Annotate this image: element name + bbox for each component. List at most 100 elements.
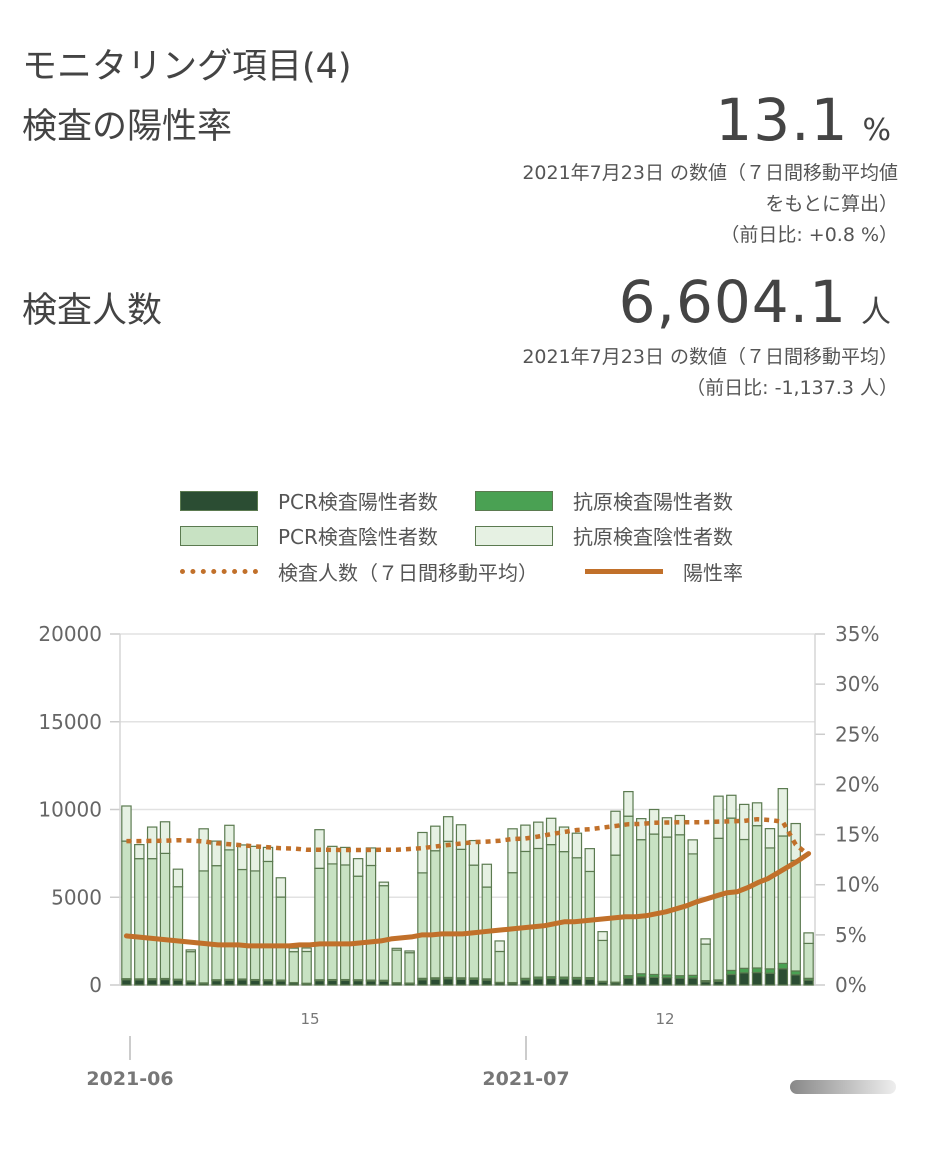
test-count-note-line: 2021年7月23日 の数値（７日間移動平均） xyxy=(522,346,898,368)
bar-segment xyxy=(314,980,325,986)
y-right-tick-label: 25% xyxy=(835,722,879,746)
bar-segment xyxy=(777,962,789,970)
positive-rate-unit: % xyxy=(862,113,892,148)
bar-segment xyxy=(777,968,789,986)
legend-item-pcr-positive[interactable]: PCR検査陽性者数 xyxy=(180,486,438,515)
bar-segment xyxy=(275,980,287,986)
bar-segment xyxy=(185,951,197,982)
bar-segment xyxy=(134,858,145,980)
bar-segment xyxy=(738,838,750,969)
bar-segment xyxy=(262,860,274,981)
y-left-tick-label: 10000 xyxy=(38,798,102,822)
bar-segment xyxy=(198,828,209,872)
y-right-tick-label: 0% xyxy=(835,973,867,997)
bar-segment xyxy=(751,971,763,986)
bar-segment xyxy=(455,978,467,986)
bar-segment xyxy=(623,815,634,977)
x-day-tick-label: 15 xyxy=(300,1010,319,1028)
bar-segment xyxy=(275,896,287,981)
bar-segment xyxy=(314,867,325,981)
bar-segment xyxy=(597,931,608,942)
bar-segment xyxy=(584,870,596,979)
legend-item-positive-rate[interactable]: 陽性率 xyxy=(585,557,743,586)
legend-label: 検査人数（７日間移動平均） xyxy=(278,561,538,585)
bar-segment xyxy=(121,840,132,980)
bar-segment xyxy=(442,978,454,986)
x-day-tick-label: 12 xyxy=(655,1010,674,1028)
bar-segment xyxy=(185,949,197,953)
positive-rate-label: 検査の陽性率 xyxy=(22,107,233,147)
bar-segment xyxy=(417,831,428,874)
bar-segment xyxy=(211,865,222,981)
bar-segment xyxy=(159,821,171,854)
positive-rate-note-line: をもとに算出） xyxy=(765,193,898,215)
bar-segment xyxy=(648,833,660,976)
legend-swatch xyxy=(475,490,553,511)
bar-segment xyxy=(803,932,814,945)
bar-segment xyxy=(726,973,737,986)
test-count-number: 6,604.1 xyxy=(618,268,847,336)
bar-segment xyxy=(558,851,570,978)
bar-segment xyxy=(777,835,789,965)
legend-label: 抗原検査陽性者数 xyxy=(573,490,733,514)
legend-label: 抗原検査陰性者数 xyxy=(573,525,733,549)
bar-segment xyxy=(610,810,621,856)
bar-segment xyxy=(327,845,338,865)
bar-segment xyxy=(172,868,184,888)
bar-segment xyxy=(726,794,737,819)
bar-segment xyxy=(751,802,763,827)
x-month-label: 2021-06 xyxy=(86,1068,173,1090)
test-count-value: 6,604.1 人 xyxy=(619,268,892,336)
bar-segment xyxy=(417,979,428,986)
positive-rate-note-line: 2021年7月23日 の数値（７日間移動平均値 xyxy=(522,162,898,184)
bar-segment xyxy=(327,979,338,986)
positive-rate-number: 13.1 xyxy=(715,86,849,154)
test-count-note-line: （前日比: -1,137.3 人） xyxy=(686,377,898,399)
bar-segment xyxy=(430,825,441,852)
bar-segment xyxy=(571,832,583,859)
bar-segment xyxy=(738,967,750,974)
legend-item-antigen-positive[interactable]: 抗原検査陽性者数 xyxy=(475,486,733,515)
legend-item-test-count-average[interactable]: 検査人数（７日間移動平均） xyxy=(180,557,538,586)
legend-swatch xyxy=(180,490,258,511)
bar-segment xyxy=(520,979,531,986)
bar-segment xyxy=(468,978,480,986)
bar-segment xyxy=(494,950,505,983)
bar-segment xyxy=(404,950,415,954)
bar-segment xyxy=(301,947,312,953)
legend-item-antigen-negative[interactable]: 抗原検査陰性者数 xyxy=(475,521,733,550)
bar-segment xyxy=(391,949,402,984)
bar-segment xyxy=(623,977,634,986)
y-left-tick-label: 20000 xyxy=(38,622,102,646)
bar-segment xyxy=(417,872,428,979)
bar-segment xyxy=(262,980,274,986)
bar-segment xyxy=(545,817,557,846)
legend-swatch xyxy=(585,569,663,574)
bar-segment xyxy=(430,850,441,979)
bar-segment xyxy=(327,863,338,981)
bar-segment xyxy=(134,979,145,986)
bar-segment xyxy=(121,805,132,842)
bar-segment xyxy=(687,839,698,855)
bar-segment xyxy=(288,951,299,984)
legend-item-pcr-negative[interactable]: PCR検査陰性者数 xyxy=(180,521,438,550)
bar-segment xyxy=(391,947,402,951)
chart-legend: PCR検査陽性者数 抗原検査陽性者数 PCR検査陰性者数 抗原検査陰性者数 検査… xyxy=(0,478,934,588)
bar-segment xyxy=(352,858,364,877)
y-right-tick-label: 20% xyxy=(835,772,879,796)
bar-segment xyxy=(738,972,750,986)
test-count-note: 2021年7月23日 の数値（７日間移動平均） （前日比: -1,137.3 人… xyxy=(522,342,898,404)
bar-segment xyxy=(700,938,711,945)
y-right-tick-label: 10% xyxy=(835,873,879,897)
bar-segment xyxy=(468,864,480,979)
bar-segment xyxy=(442,816,454,842)
chart-scrollbar[interactable] xyxy=(790,1080,896,1094)
bar-segment xyxy=(520,850,531,979)
test-count-label: 検査人数 xyxy=(22,291,163,331)
bar-segment xyxy=(713,837,724,981)
x-month-label: 2021-07 xyxy=(482,1068,569,1090)
bar-segment xyxy=(262,846,274,863)
bar-segment xyxy=(803,942,814,979)
bar-segment xyxy=(571,857,583,979)
bar-segment xyxy=(597,939,608,982)
